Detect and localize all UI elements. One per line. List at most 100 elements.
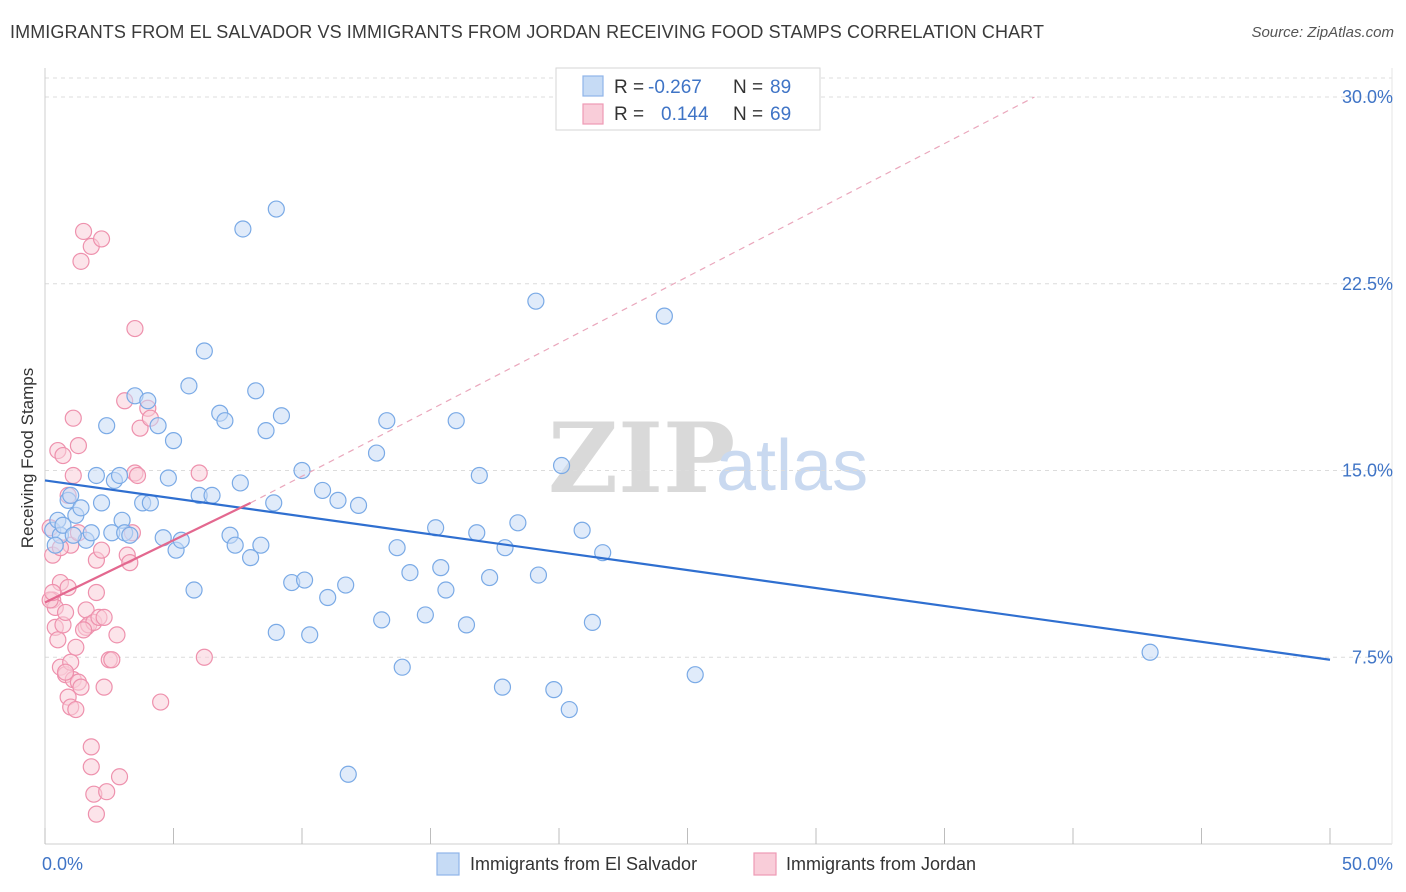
el-salvador-point (272, 407, 291, 425)
trend-line-jordan-extended (250, 96, 1035, 504)
el-salvador-point (295, 571, 314, 589)
jordan-point (69, 437, 88, 455)
el-salvador-point (373, 611, 391, 629)
y-tick-label: 30.0% (1342, 87, 1393, 107)
jordan-point (72, 678, 90, 696)
el-salvador-point (388, 539, 406, 557)
jordan-point (56, 663, 75, 681)
series-jordan-points (41, 222, 213, 823)
el-salvador-point (46, 536, 64, 554)
legend-n-value-1: 89 (770, 77, 791, 98)
legend-swatch-jordan (582, 103, 604, 125)
watermark-zip: ZIP (548, 402, 735, 515)
el-salvador-point (242, 549, 260, 567)
y-tick-label: 7.5% (1352, 647, 1393, 667)
el-salvador-point (481, 568, 499, 587)
el-salvador-point (164, 432, 183, 450)
y-tick-label: 22.5% (1342, 274, 1393, 294)
jordan-point (121, 554, 139, 572)
grid-lines (45, 77, 1392, 658)
el-salvador-point (552, 456, 571, 475)
correlation-legend: R = -0.267 N = 89 R = 0.144 N = 69 (555, 67, 821, 131)
y-tick-label: 15.0% (1342, 461, 1393, 481)
jordan-point (54, 446, 72, 465)
legend-swatch-el-salvador-bottom (436, 852, 460, 876)
el-salvador-point (545, 681, 563, 699)
legend-n-label-2: N = (733, 104, 763, 125)
el-salvador-point (1141, 643, 1159, 661)
jordan-point (67, 700, 85, 719)
source-label: Source: ZipAtlas.com (1251, 24, 1394, 41)
el-salvador-point (185, 581, 203, 599)
legend-r-value-2: 0.144 (661, 104, 709, 125)
el-salvador-point (319, 588, 337, 607)
jordan-point (74, 621, 93, 639)
el-salvador-point (416, 606, 434, 624)
el-salvador-point (367, 444, 386, 462)
jordan-point (64, 466, 82, 485)
el-salvador-point (82, 524, 100, 542)
el-salvador-point (87, 466, 106, 485)
axes (44, 68, 1393, 845)
el-salvador-point (257, 422, 275, 440)
el-salvador-point (493, 678, 512, 696)
el-salvador-point (393, 658, 411, 676)
el-salvador-point (378, 412, 396, 430)
legend-swatch-jordan-bottom (753, 852, 777, 876)
el-salvador-point (329, 491, 347, 509)
el-salvador-point (62, 486, 80, 504)
el-salvador-point (573, 521, 591, 539)
trend-lines (44, 96, 1331, 661)
el-salvador-point (432, 559, 450, 577)
x-tick-label-end: 50.0% (1342, 854, 1393, 874)
jordan-point (49, 631, 67, 649)
trend-line-jordan (44, 501, 252, 604)
jordan-point (126, 319, 144, 338)
el-salvador-point (527, 292, 545, 310)
el-salvador-point (349, 496, 368, 514)
el-salvador-point (110, 466, 129, 485)
el-salvador-point (247, 382, 265, 400)
el-salvador-point (293, 461, 311, 480)
el-salvador-point (337, 576, 355, 594)
el-salvador-point (470, 466, 488, 485)
el-salvador-point (447, 412, 465, 430)
jordan-point (74, 222, 93, 241)
jordan-point (190, 464, 208, 482)
el-salvador-point (54, 516, 72, 534)
legend-r-value-1: -0.267 (648, 77, 702, 98)
legend-n-label-1: N = (733, 77, 763, 98)
jordan-point (92, 541, 111, 559)
x-tick-labels: 0.0% 50.0% (42, 854, 1393, 874)
jordan-point (64, 409, 82, 427)
el-salvador-point (72, 499, 90, 517)
el-salvador-point (267, 200, 285, 218)
el-salvador-point (98, 417, 116, 435)
el-salvador-point (203, 486, 221, 504)
legend-label-jordan: Immigrants from Jordan (786, 854, 976, 874)
y-axis-label: Receiving Food Stamps (18, 368, 37, 548)
el-salvador-point (159, 469, 177, 487)
jordan-point (131, 419, 149, 437)
legend-n-value-2: 69 (770, 104, 791, 125)
watermark-atlas: atlas (716, 426, 868, 506)
el-salvador-point (121, 526, 139, 544)
jordan-point (103, 651, 121, 669)
el-salvador-point (252, 536, 270, 554)
y-tick-labels: 7.5% 15.0% 22.5% 30.0% (1342, 87, 1393, 667)
el-salvador-point (468, 524, 486, 542)
jordan-point (87, 583, 106, 602)
trend-line-el-salvador (44, 479, 1331, 661)
x-tick-label-start: 0.0% (42, 854, 83, 874)
legend-r-label-1: R = (614, 77, 644, 98)
legend-label-el-salvador: Immigrants from El Salvador (470, 854, 697, 874)
el-salvador-point (437, 581, 455, 599)
el-salvador-point (64, 526, 82, 544)
jordan-point (98, 783, 116, 801)
el-salvador-point (560, 700, 578, 719)
el-salvador-point (529, 566, 548, 584)
legend-r-label-2: R = (614, 104, 644, 125)
el-salvador-point (234, 220, 252, 238)
jordan-point (108, 626, 126, 644)
